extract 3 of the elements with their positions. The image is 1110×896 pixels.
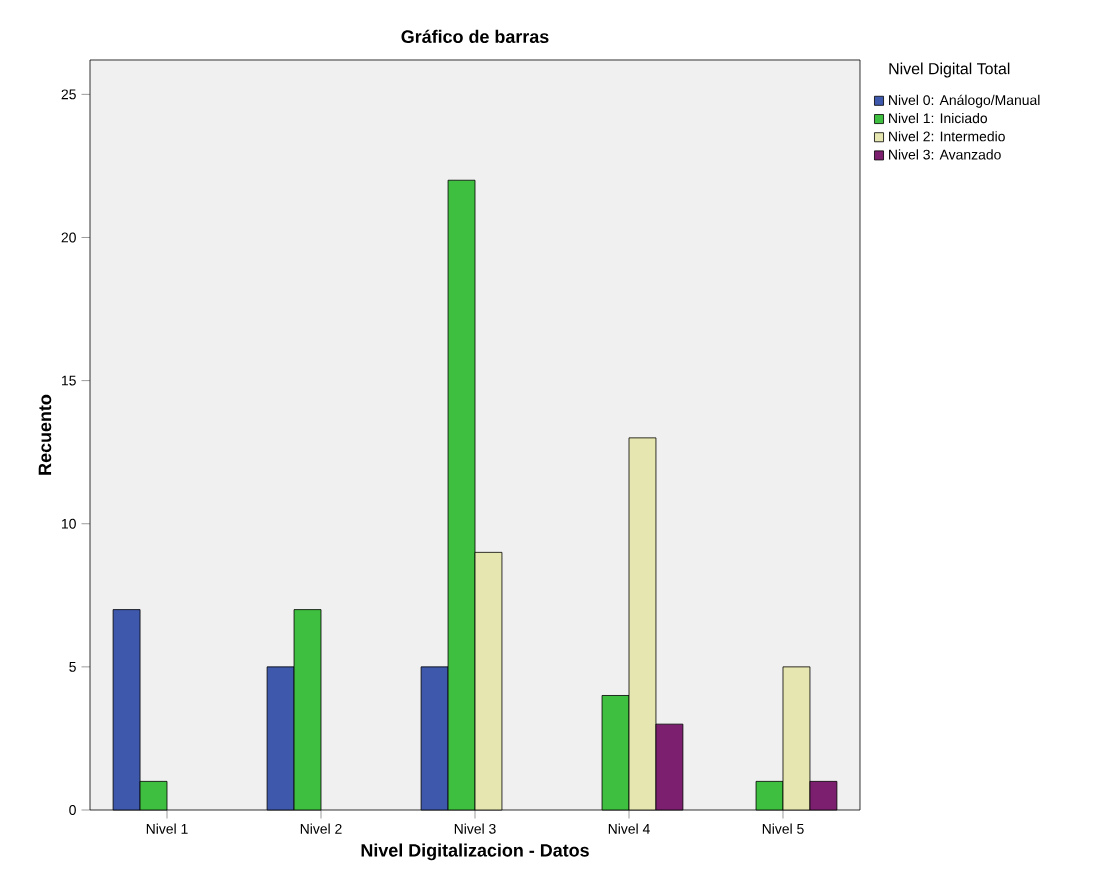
y-axis-title: Recuento [38, 394, 52, 475]
x-axis-title: Nivel Digitalizacion - Datos [361, 843, 589, 861]
chart-title: Gráfico de barras [401, 29, 549, 43]
